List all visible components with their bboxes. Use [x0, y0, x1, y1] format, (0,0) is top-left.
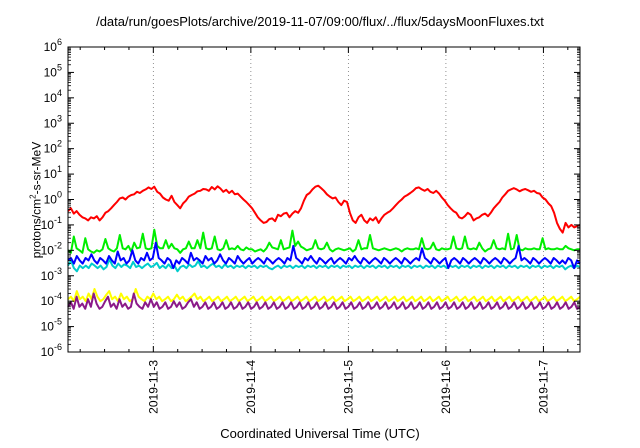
x-axis-ticks: 2019-11-3 2019-11-4 2019-11-5 2019-11-6 2019… [79, 47, 569, 414]
y-tick-label: 106 [44, 37, 62, 54]
x-tick-label: 2019-11-6 [439, 360, 453, 414]
series-line-0 [67, 184, 581, 234]
y-tick-label: 10-3 [41, 266, 62, 283]
series-line-5 [67, 292, 581, 310]
y-tick-label: 100 [44, 190, 62, 207]
series-line-2 [67, 258, 581, 273]
series-line-1 [67, 228, 580, 254]
y-tick-label: 103 [44, 113, 62, 130]
series-line-3 [67, 241, 581, 270]
series-line-4 [67, 288, 581, 303]
x-tick-label: 2019-11-7 [536, 360, 550, 414]
y-tick-label: 10-1 [41, 215, 62, 232]
x-tick-label: 2019-11-3 [146, 360, 160, 414]
y-tick-label: 101 [44, 164, 62, 181]
chart-title: /data/run/goesPlots/archive/2019-11-07/0… [96, 14, 544, 29]
x-axis-label: Coordinated Universal Time (UTC) [220, 426, 420, 441]
y-tick-label: 10-2 [41, 240, 62, 257]
y-tick-label: 102 [44, 139, 62, 156]
y-axis-label-pre: protons/cm [29, 198, 44, 259]
x-tick-label: 2019-11-5 [341, 360, 355, 414]
y-tick-label: 104 [44, 88, 62, 105]
series-layer [67, 184, 581, 310]
y-tick-label: 10-4 [41, 291, 62, 308]
y-tick-label: 10-5 [41, 317, 62, 334]
x-tick-label: 2019-11-4 [244, 360, 258, 414]
y-axis-label: protons/cm2-s-sr-MeV [29, 142, 44, 258]
y-tick-label: 10-6 [41, 342, 62, 359]
grid-layer [152, 47, 544, 352]
y-axis-label-post: -s-sr-MeV [29, 141, 44, 195]
y-axis-label-sup: 2 [28, 194, 38, 199]
y-axis-ticks: 10-6 10-5 10-4 10-3 10-2 10-1 100 101 102 103 104 1… [41, 37, 580, 359]
y-tick-label: 105 [44, 62, 62, 79]
